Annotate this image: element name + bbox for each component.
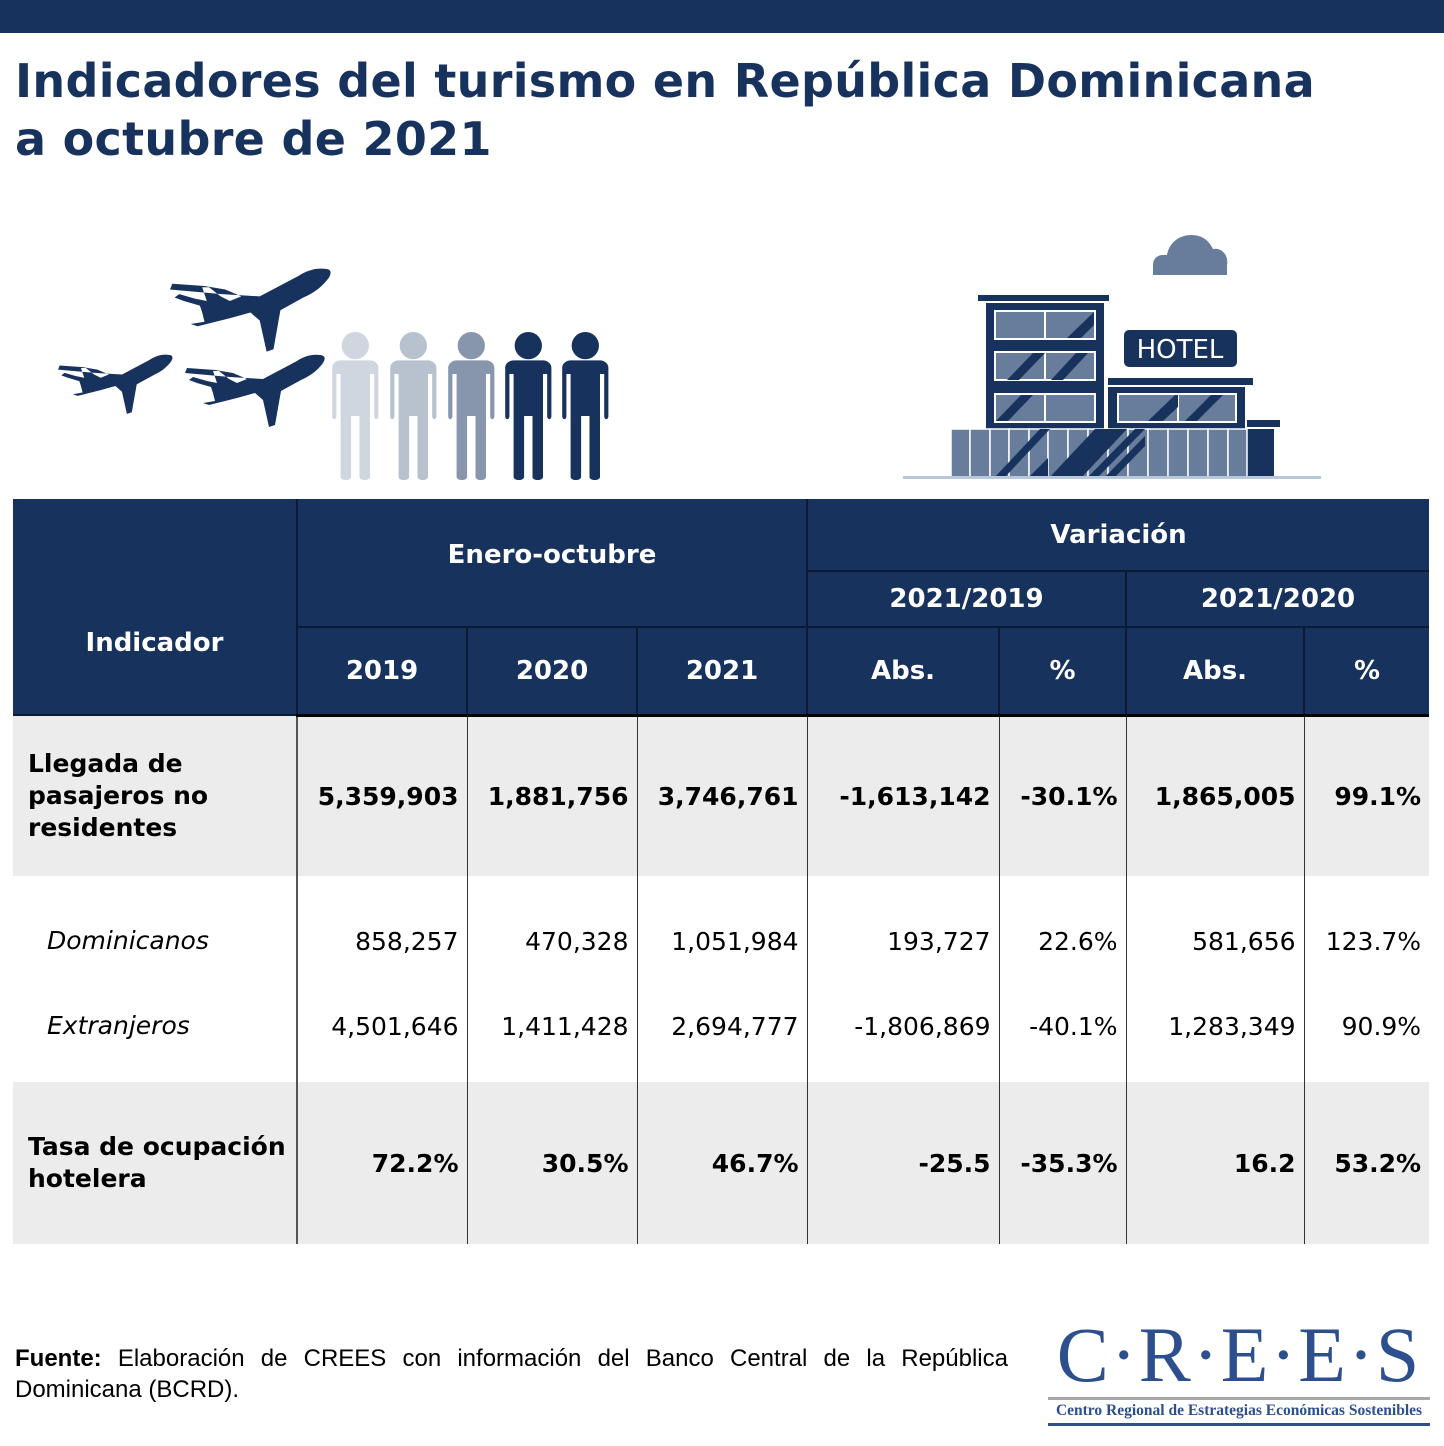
logo-subtitle: Centro Regional de Estrategias Económica… xyxy=(1055,1402,1423,1419)
cell-2021: 3,746,761 xyxy=(636,715,808,876)
cell-abs-2021-2019: -1,806,869 xyxy=(806,988,1000,1082)
cell-2019: 5,359,903 xyxy=(296,715,468,876)
cell-pct-2021-2020: 53.2% xyxy=(1303,1082,1430,1244)
header-2021: 2021 xyxy=(635,626,809,717)
cell-pct-2021-2020: 123.7% xyxy=(1303,876,1430,988)
cloud-icon xyxy=(1153,235,1228,275)
airplane-icon xyxy=(170,268,331,352)
row-indicator: Extranjeros xyxy=(13,988,298,1082)
source-text: Elaboración de CREES con información del… xyxy=(15,1345,1008,1403)
header-2019: 2019 xyxy=(296,626,468,717)
person-icon xyxy=(390,332,437,481)
cell-abs-2021-2020: 1,283,349 xyxy=(1125,988,1305,1082)
header-enero-octubre: Enero-octubre xyxy=(295,499,809,628)
cell-abs-2021-2019: -25.5 xyxy=(806,1082,1000,1244)
travelers-illustration xyxy=(58,268,609,481)
tourism-indicators-table: Indicador Enero-octubre Variación 2021/2… xyxy=(13,499,1430,1244)
cell-2020: 30.5% xyxy=(466,1082,638,1244)
header-pct-2021-2020: % xyxy=(1303,626,1430,717)
hotel-illustration: HOTEL xyxy=(903,235,1321,479)
crees-logo: C·R·E·E·S Centro Regional de Estrategias… xyxy=(1048,1311,1430,1430)
header-abs-2021-2019: Abs. xyxy=(806,626,1001,717)
person-icon xyxy=(505,332,552,481)
cell-2021: 1,051,984 xyxy=(636,876,808,988)
table-row: Tasa de ocupación hotelera 72.2% 30.5% 4… xyxy=(13,1082,1430,1244)
cell-pct-2021-2019: 22.6% xyxy=(998,876,1127,988)
page-title: Indicadores del turismo en República Dom… xyxy=(15,52,1435,168)
header-variacion: Variación xyxy=(806,499,1430,572)
table-row: Dominicanos 858,257 470,328 1,051,984 19… xyxy=(13,876,1430,988)
header-2021-2019: 2021/2019 xyxy=(806,570,1128,628)
row-indicator: Dominicanos xyxy=(13,876,298,988)
page-title-line-1: Indicadores del turismo en República Dom… xyxy=(15,54,1315,108)
cell-2020: 470,328 xyxy=(466,876,638,988)
cell-2019: 4,501,646 xyxy=(296,988,468,1082)
cell-pct-2021-2019: -35.3% xyxy=(998,1082,1127,1244)
airplane-icon xyxy=(58,354,173,414)
person-icon xyxy=(332,332,379,481)
top-banner-bar xyxy=(0,0,1444,33)
cell-abs-2021-2019: 193,727 xyxy=(806,876,1000,988)
cell-2019: 858,257 xyxy=(296,876,468,988)
person-icon xyxy=(562,332,609,481)
header-2021-2020: 2021/2020 xyxy=(1125,570,1430,628)
hotel-sign-text: HOTEL xyxy=(1137,335,1224,365)
header-pct-2021-2019: % xyxy=(998,626,1128,717)
header-abs-2021-2020: Abs. xyxy=(1125,626,1306,717)
hotel-building-icon: HOTEL xyxy=(903,295,1321,479)
cell-pct-2021-2019: -30.1% xyxy=(998,715,1127,876)
cell-2021: 2,694,777 xyxy=(636,988,808,1082)
header-2020: 2020 xyxy=(466,626,638,717)
airplane-icon xyxy=(185,354,325,427)
cell-2021: 46.7% xyxy=(636,1082,808,1244)
cell-abs-2021-2020: 1,865,005 xyxy=(1125,715,1305,876)
logo-divider-bottom xyxy=(1048,1423,1430,1426)
logo-divider-top xyxy=(1048,1397,1430,1400)
source-note: Fuente: Elaboración de CREES con informa… xyxy=(15,1343,1008,1405)
header-indicator: Indicador xyxy=(13,499,298,716)
page-title-line-2: a octubre de 2021 xyxy=(15,112,492,166)
table-row: Extranjeros 4,501,646 1,411,428 2,694,77… xyxy=(13,988,1430,1082)
cell-2019: 72.2% xyxy=(296,1082,468,1244)
cell-abs-2021-2020: 581,656 xyxy=(1125,876,1305,988)
row-indicator: Llegada de pasajeros no residentes xyxy=(13,715,298,876)
table-row: Llegada de pasajeros no residentes 5,359… xyxy=(13,715,1430,876)
logo-wordmark: C·R·E·E·S xyxy=(1056,1311,1422,1398)
cell-2020: 1,881,756 xyxy=(466,715,638,876)
row-indicator: Tasa de ocupación hotelera xyxy=(13,1082,298,1244)
cell-2020: 1,411,428 xyxy=(466,988,638,1082)
source-label: Fuente: xyxy=(15,1345,102,1372)
cell-pct-2021-2020: 90.9% xyxy=(1303,988,1430,1082)
cell-pct-2021-2019: -40.1% xyxy=(998,988,1127,1082)
cell-abs-2021-2019: -1,613,142 xyxy=(806,715,1000,876)
cell-abs-2021-2020: 16.2 xyxy=(1125,1082,1305,1244)
cell-pct-2021-2020: 99.1% xyxy=(1303,715,1430,876)
person-icon xyxy=(448,332,495,481)
